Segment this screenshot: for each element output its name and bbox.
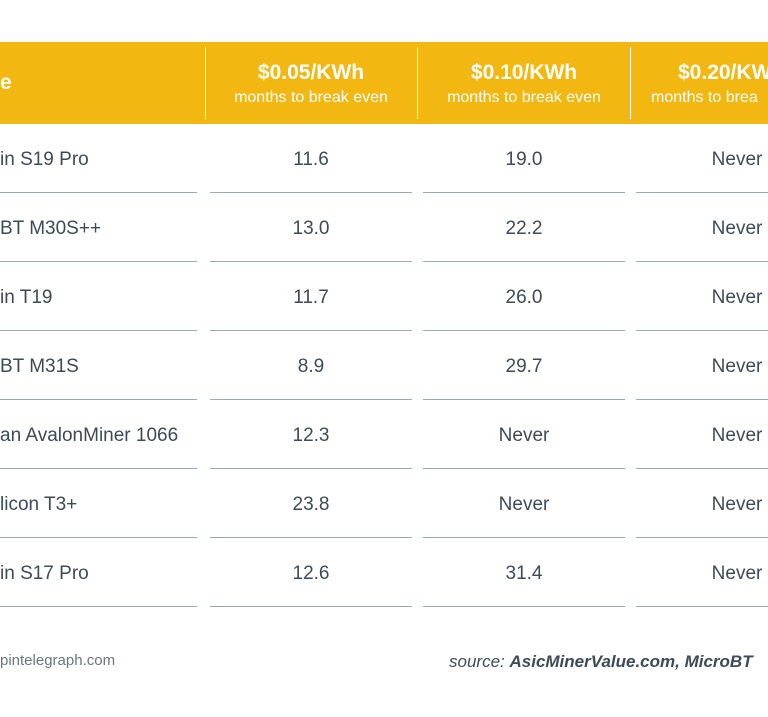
row-divider	[423, 399, 625, 400]
row-value-cell: Never	[711, 564, 763, 584]
footer-source: source: AsicMinerValue.com, MicroBT	[449, 652, 753, 672]
header-divider	[630, 47, 631, 119]
row-value-cell: Never	[711, 219, 763, 239]
row-value-cell: Never	[498, 426, 550, 446]
row-divider	[210, 192, 412, 193]
row-divider	[0, 192, 197, 193]
row-divider	[636, 537, 768, 538]
row-model-name: BT M30S++	[0, 219, 102, 239]
header-price: $0.20/KW	[678, 61, 768, 84]
row-divider	[423, 468, 625, 469]
row-value-cell: Never	[711, 495, 763, 515]
row-value-cell: 23.8	[292, 495, 330, 515]
header-subtitle: months to break even	[447, 89, 601, 106]
header-divider	[417, 47, 418, 119]
row-value-cell: Never	[711, 288, 763, 308]
row-divider	[0, 606, 197, 607]
footer-site: pintelegraph.com	[0, 652, 116, 669]
row-model-name: in S19 Pro	[0, 150, 89, 170]
row-divider	[636, 606, 768, 607]
row-divider	[636, 468, 768, 469]
row-divider	[636, 399, 768, 400]
row-divider	[423, 192, 625, 193]
header-price: $0.05/KWh	[257, 61, 365, 84]
row-divider	[210, 537, 412, 538]
row-divider	[423, 261, 625, 262]
row-value-cell: 22.2	[505, 219, 543, 239]
row-value-cell: 12.3	[292, 426, 330, 446]
row-divider	[210, 468, 412, 469]
row-divider	[636, 330, 768, 331]
row-divider	[0, 330, 197, 331]
row-value-cell: 13.0	[292, 219, 330, 239]
row-model-name: licon T3+	[0, 495, 78, 515]
row-value-cell: 8.9	[297, 357, 325, 377]
source-label: source:	[449, 652, 510, 671]
row-value-cell: 11.6	[293, 150, 329, 170]
header-price: $0.10/KWh	[470, 61, 578, 84]
header-cell-020: $0.20/KW months to brea	[636, 42, 768, 124]
row-model-name: in S17 Pro	[0, 564, 89, 584]
row-value-cell: 12.6	[292, 564, 330, 584]
header-subtitle: months to brea	[651, 89, 758, 106]
row-divider	[0, 399, 197, 400]
row-divider	[0, 261, 197, 262]
row-divider	[423, 537, 625, 538]
row-divider	[210, 399, 412, 400]
table-header: e $0.05/KWh months to break even $0.10/K…	[0, 42, 768, 124]
row-divider	[0, 537, 197, 538]
row-value-cell: 11.7	[293, 288, 329, 308]
row-value-cell: 31.4	[505, 564, 543, 584]
row-divider	[423, 330, 625, 331]
header-cell-005: $0.05/KWh months to break even	[210, 42, 412, 124]
header-model-label: e	[0, 71, 12, 94]
row-model-name: an AvalonMiner 1066	[0, 426, 179, 446]
header-cell-010: $0.10/KWh months to break even	[423, 42, 625, 124]
row-divider	[636, 261, 768, 262]
row-value-cell: 19.0	[505, 150, 543, 170]
row-value-cell: Never	[711, 150, 763, 170]
row-divider	[0, 468, 197, 469]
row-value-cell: Never	[498, 495, 550, 515]
source-value: AsicMinerValue.com, MicroBT	[509, 652, 753, 671]
header-divider	[205, 47, 206, 119]
row-divider	[636, 192, 768, 193]
header-subtitle: months to break even	[234, 89, 388, 106]
row-value-cell: Never	[711, 426, 763, 446]
row-model-name: in T19	[0, 288, 53, 308]
row-divider	[423, 606, 625, 607]
row-divider	[210, 261, 412, 262]
row-value-cell: 29.7	[505, 357, 543, 377]
row-value-cell: Never	[711, 357, 763, 377]
row-divider	[210, 606, 412, 607]
row-model-name: BT M31S	[0, 357, 79, 377]
row-divider	[210, 330, 412, 331]
row-value-cell: 26.0	[505, 288, 543, 308]
